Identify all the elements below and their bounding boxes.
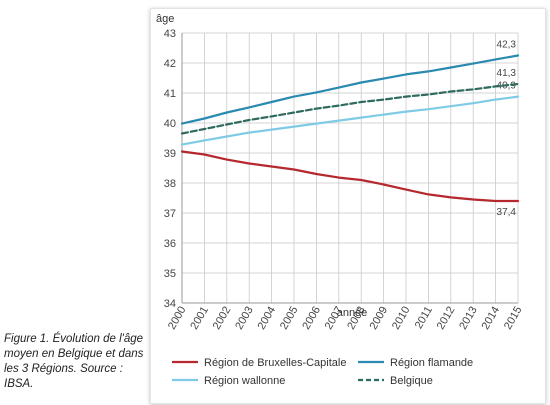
series-line-3 bbox=[180, 82, 520, 135]
series-line-1 bbox=[180, 54, 520, 125]
x-tick-label: 2005 bbox=[278, 305, 301, 332]
legend-label: Région wallonne bbox=[204, 375, 285, 387]
legend-label: Région flamande bbox=[390, 357, 473, 369]
figure-caption: Figure 1. Évolution de l'âge moyen en Be… bbox=[4, 333, 144, 390]
series-end-label: 41,3 bbox=[497, 68, 517, 79]
x-tick-label: 2012 bbox=[435, 305, 458, 332]
y-tick-label: 37 bbox=[164, 208, 176, 220]
series-line-2 bbox=[180, 95, 520, 146]
series-end-label: 42,3 bbox=[497, 40, 517, 51]
y-tick-label: 36 bbox=[164, 238, 176, 250]
x-tick-label: 2010 bbox=[390, 305, 413, 332]
y-tick-label: 34 bbox=[164, 298, 176, 310]
x-tick-label: 2004 bbox=[256, 305, 279, 332]
y-axis-title: âge bbox=[156, 13, 174, 25]
plot-area bbox=[182, 33, 518, 303]
series-line-0 bbox=[180, 150, 520, 203]
y-tick-label: 40 bbox=[164, 118, 176, 130]
x-tick-label: 2006 bbox=[300, 305, 323, 332]
legend-label: Région de Bruxelles-Capitale bbox=[204, 357, 346, 369]
x-axis-title: année bbox=[337, 307, 368, 319]
y-tick-label: 43 bbox=[164, 28, 176, 40]
x-tick-label: 2014 bbox=[480, 304, 503, 331]
x-tick-label: 2009 bbox=[368, 305, 391, 332]
y-tick-label: 35 bbox=[164, 268, 176, 280]
y-tick-label: 38 bbox=[164, 178, 176, 190]
x-tick-label: 2002 bbox=[211, 305, 234, 332]
y-tick-label: 39 bbox=[164, 148, 176, 160]
x-tick-label: 2003 bbox=[233, 305, 256, 332]
x-tick-label: 2001 bbox=[188, 305, 211, 332]
legend-label: Belgique bbox=[390, 375, 433, 387]
x-tick-label: 2011 bbox=[413, 305, 435, 331]
y-tick-label: 41 bbox=[164, 88, 176, 100]
x-tick-label: 2013 bbox=[457, 305, 480, 332]
y-tick-label: 42 bbox=[164, 58, 176, 70]
x-tick-label: 2015 bbox=[502, 305, 525, 332]
series-end-label: 37,4 bbox=[497, 207, 517, 218]
